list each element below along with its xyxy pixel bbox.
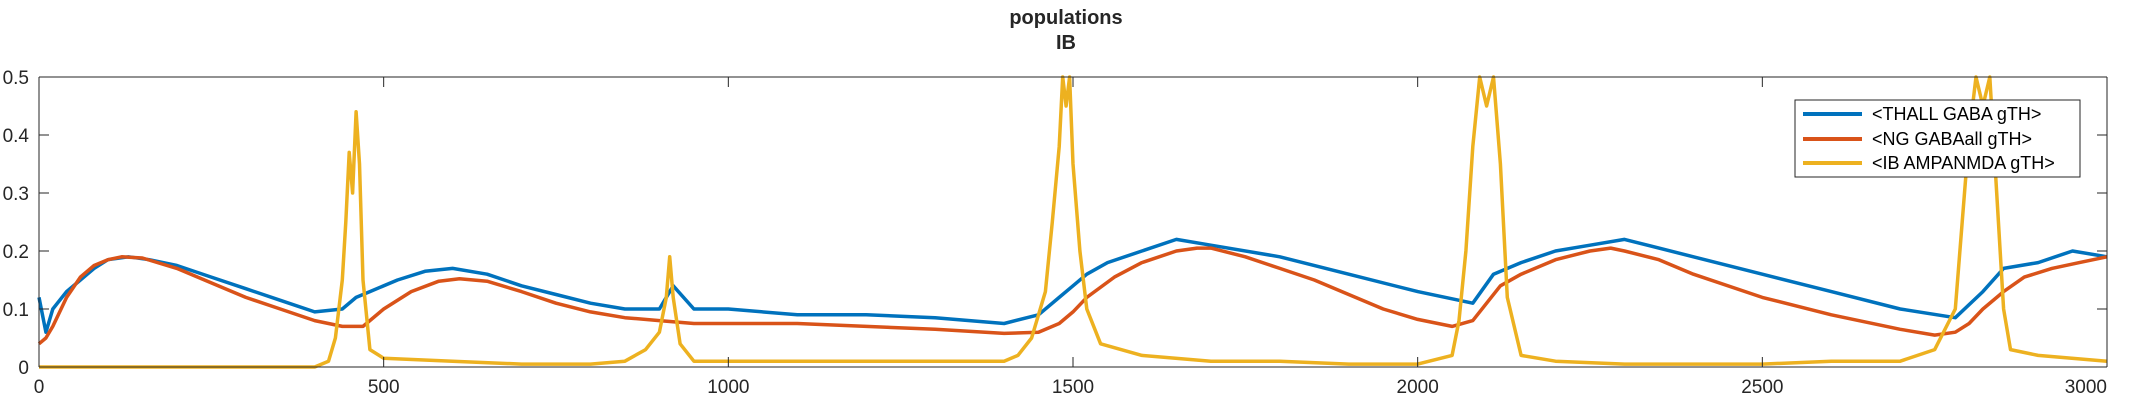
series-line-ng-gabaall xyxy=(37,246,2108,346)
y-ticks: 0 0.1 0.2 0.3 0.4 0.5 xyxy=(3,68,2107,379)
y-tick-label: 0.2 xyxy=(3,242,29,263)
series-line-thall-gaba xyxy=(37,237,2108,334)
y-tick-label: 0.4 xyxy=(3,126,30,147)
x-tick-label: 1000 xyxy=(707,377,749,398)
legend-label-ng: <NG GABAall gTH> xyxy=(1872,129,2032,149)
chart-subtitle: IB xyxy=(1056,32,1076,54)
legend: <THALL GABA gTH> <NG GABAall gTH> <IB AM… xyxy=(1794,99,2081,178)
chart-title: populations xyxy=(1009,7,1122,29)
x-tick-label: 2500 xyxy=(1741,377,1783,398)
y-tick-label: 0.5 xyxy=(3,68,29,89)
x-ticks: 0 500 1000 1500 2000 2500 3000 xyxy=(34,77,2108,398)
x-tick-label: 1500 xyxy=(1052,377,1094,398)
x-tick-label: 500 xyxy=(368,377,400,398)
y-tick-label: 0.1 xyxy=(3,300,29,321)
series-line-ib-ampanmda xyxy=(39,75,2108,369)
x-tick-label: 3000 xyxy=(2065,377,2107,398)
legend-label-thall: <THALL GABA gTH> xyxy=(1872,104,2041,124)
x-tick-label: 2000 xyxy=(1397,377,1439,398)
y-tick-label: 0 xyxy=(18,358,29,379)
legend-label-ib: <IB AMPANMDA gTH> xyxy=(1872,153,2055,173)
series-layer xyxy=(37,75,2108,369)
y-tick-label: 0.3 xyxy=(3,184,29,205)
x-tick-label: 0 xyxy=(34,377,45,398)
